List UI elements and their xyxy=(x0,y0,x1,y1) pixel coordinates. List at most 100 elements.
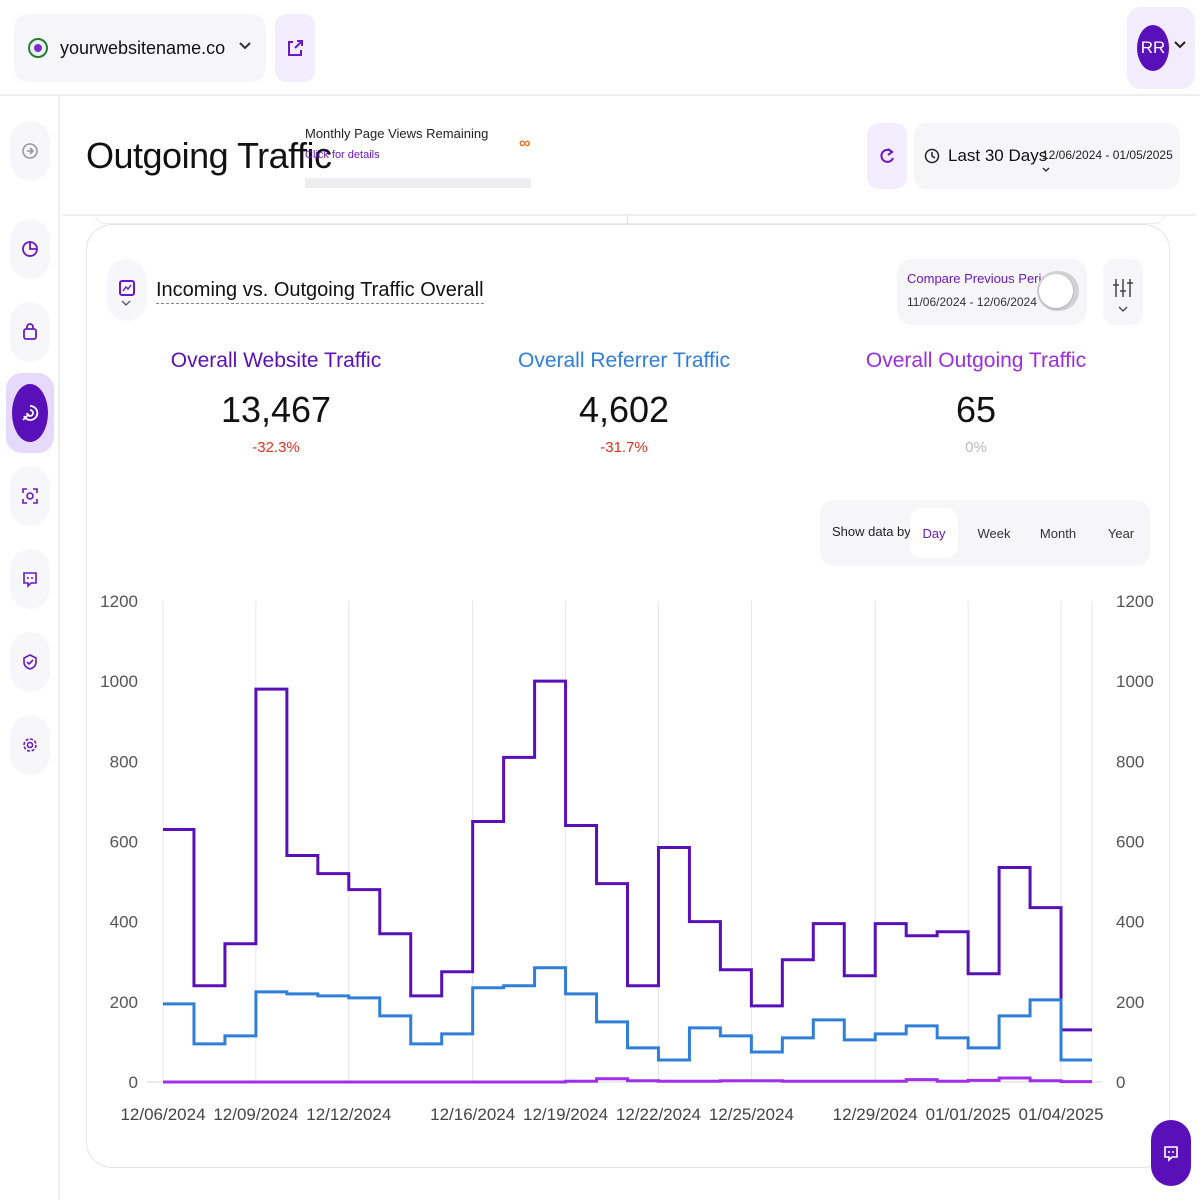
compare-toggle[interactable] xyxy=(1037,271,1079,311)
page-views-details-link[interactable]: Click for details xyxy=(305,149,380,161)
previous-card-separator xyxy=(627,214,628,224)
refresh-button[interactable] xyxy=(867,123,907,189)
y-tick-label-right: 1000 xyxy=(1116,672,1154,691)
show-data-label: Show data by: xyxy=(832,524,915,539)
stat-delta: -31.7% xyxy=(600,439,648,456)
card-title[interactable]: Incoming vs. Outgoing Traffic Overall xyxy=(156,279,484,304)
y-tick-label-left: 800 xyxy=(110,752,138,771)
x-tick-label: 01/04/2025 xyxy=(1018,1105,1103,1124)
y-tick-label-left: 1000 xyxy=(100,672,138,691)
stat-label: Overall Referrer Traffic xyxy=(518,349,730,372)
stat-value: 13,467 xyxy=(220,389,332,430)
sidebar-item-visitor-insights[interactable] xyxy=(10,466,50,526)
compare-label: Compare Previous Period xyxy=(907,271,1056,286)
pie-chart-icon xyxy=(22,241,38,257)
granularity-month[interactable]: Month xyxy=(1039,525,1077,541)
chevron-down-icon xyxy=(238,38,252,56)
user-menu[interactable]: RR xyxy=(1127,7,1195,89)
chat-bubble-icon xyxy=(23,572,37,588)
stat-delta: 0% xyxy=(965,439,987,456)
y-tick-label-left: 600 xyxy=(110,833,138,852)
x-tick-label: 12/06/2024 xyxy=(120,1105,205,1124)
stat-label: Overall Outgoing Traffic xyxy=(865,349,1087,372)
shopping-bag-icon xyxy=(23,323,37,340)
y-tick-label-right: 400 xyxy=(1116,913,1144,932)
sidebar-item-settings[interactable] xyxy=(10,715,50,775)
stat-website-traffic: Overall Website Traffic 13,467 -32.3% xyxy=(126,349,426,456)
sidebar-item-dashboard[interactable] xyxy=(10,219,50,279)
sidebar-item-chat[interactable] xyxy=(10,549,50,609)
chevron-down-icon xyxy=(1173,37,1187,53)
chart-type-selector[interactable] xyxy=(107,259,147,321)
x-tick-label: 12/29/2024 xyxy=(833,1105,918,1124)
x-tick-label: 12/25/2024 xyxy=(709,1105,794,1124)
globe-icon xyxy=(28,38,48,58)
y-tick-label-right: 200 xyxy=(1116,993,1144,1012)
x-tick-label: 12/22/2024 xyxy=(616,1105,701,1124)
outgoing-traffic-icon xyxy=(22,405,39,421)
avatar: RR xyxy=(1137,25,1169,71)
granularity-year[interactable]: Year xyxy=(1107,525,1135,541)
stat-outgoing-traffic: Overall Outgoing Traffic 65 0% xyxy=(826,349,1126,456)
series-line-0 xyxy=(163,679,1092,1032)
chat-bubble-icon xyxy=(1164,1146,1178,1162)
y-tick-label-left: 200 xyxy=(110,993,138,1012)
x-tick-label: 01/01/2025 xyxy=(926,1105,1011,1124)
date-range-label: 12/06/2024 - 01/05/2025 xyxy=(1042,148,1180,176)
sliders-icon xyxy=(1113,279,1133,312)
y-tick-label-right: 1200 xyxy=(1116,592,1154,611)
x-tick-label: 12/16/2024 xyxy=(430,1105,515,1124)
stat-label: Overall Website Traffic xyxy=(170,349,382,372)
sidebar xyxy=(0,96,60,1200)
external-link-icon xyxy=(288,40,303,56)
compare-range: 11/06/2024 - 12/06/2024 xyxy=(907,295,1037,309)
date-preset-label: Last 30 Days xyxy=(948,146,1048,165)
granularity-week[interactable]: Week xyxy=(977,525,1011,541)
line-chart-icon xyxy=(119,280,135,296)
stat-delta: -32.3% xyxy=(252,439,300,456)
chevron-down-icon xyxy=(1042,167,1050,172)
y-tick-label-right: 0 xyxy=(1116,1073,1125,1092)
header-divider xyxy=(62,214,1196,216)
website-name: yourwebsitename.co xyxy=(60,37,226,58)
y-tick-label-right: 800 xyxy=(1116,752,1144,771)
chart-settings-button[interactable] xyxy=(1103,259,1143,325)
y-tick-label-left: 400 xyxy=(110,913,138,932)
granularity-selector: Show data by: Day Week Month Year xyxy=(820,500,1150,566)
support-chat-button[interactable] xyxy=(1151,1120,1191,1186)
granularity-day[interactable]: Day xyxy=(910,508,958,558)
website-selector[interactable]: yourwebsitename.co xyxy=(14,14,266,82)
sidebar-item-outgoing-traffic[interactable] xyxy=(6,373,54,453)
x-tick-label: 12/09/2024 xyxy=(213,1105,298,1124)
x-tick-label: 12/19/2024 xyxy=(523,1105,608,1124)
sidebar-expand-button[interactable] xyxy=(10,121,50,181)
x-tick-label: 12/12/2024 xyxy=(306,1105,391,1124)
page-views-label: Monthly Page Views Remaining xyxy=(305,126,489,141)
series-line-1 xyxy=(163,966,1092,1062)
gear-icon xyxy=(23,738,37,752)
sidebar-item-security[interactable] xyxy=(10,632,50,692)
y-tick-label-left: 0 xyxy=(129,1073,138,1092)
shield-check-icon xyxy=(23,654,37,670)
sidebar-item-ecommerce[interactable] xyxy=(10,302,50,362)
traffic-overview-card: Incoming vs. Outgoing Traffic Overall Co… xyxy=(86,224,1170,1168)
page-title: Outgoing Traffic xyxy=(86,135,332,176)
series-line-2 xyxy=(163,1076,1092,1084)
open-website-button[interactable] xyxy=(275,14,315,82)
y-tick-label-left: 1200 xyxy=(100,592,138,611)
expand-icon xyxy=(22,143,38,159)
page-views-progress-bar xyxy=(305,178,531,188)
y-tick-label-right: 600 xyxy=(1116,833,1144,852)
compare-previous-period: Compare Previous Period 11/06/2024 - 12/… xyxy=(897,259,1087,325)
stat-referrer-traffic: Overall Referrer Traffic 4,602 -31.7% xyxy=(474,349,774,456)
top-bar: yourwebsitename.co RR xyxy=(0,0,1200,96)
page-views-value: ∞ xyxy=(519,135,531,152)
date-range-picker[interactable]: Last 30 Days 12/06/2024 - 01/05/2025 xyxy=(914,123,1180,189)
stat-value: 4,602 xyxy=(578,389,670,430)
clock-icon xyxy=(924,148,940,164)
chevron-down-icon xyxy=(121,299,131,309)
focus-target-icon xyxy=(22,488,38,504)
refresh-icon xyxy=(880,148,894,163)
stat-value: 65 xyxy=(955,389,997,430)
